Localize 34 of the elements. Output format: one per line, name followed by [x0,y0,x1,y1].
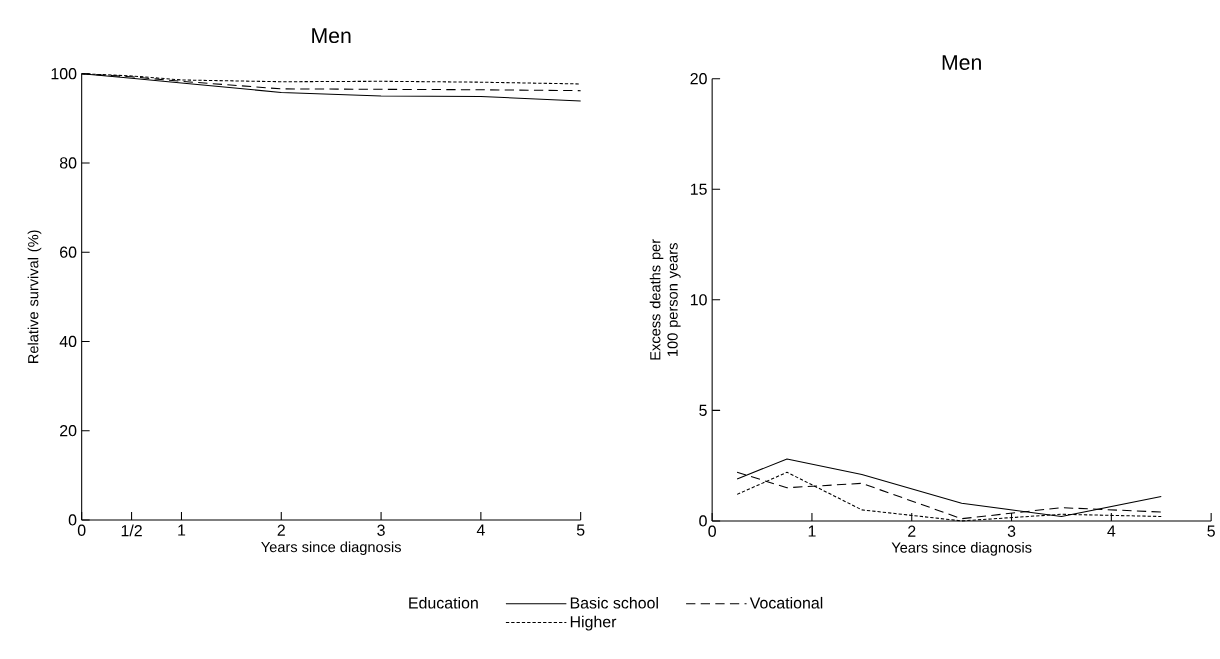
y-tick-label: 100 [51,67,77,80]
legend-title: Education [409,596,478,609]
x-tick-label: 3 [1007,525,1016,537]
legend-label: Higher [570,615,617,631]
x-tick-label: 2 [277,524,285,536]
y-tick-label: 5 [699,404,707,416]
x-tick-label: 0 [708,525,716,537]
y-tick-label: 10 [690,293,707,306]
x-tick-label: 5 [576,524,585,536]
chart-title: Men [942,55,981,70]
x-tick-label: 2 [908,525,916,537]
chart-title: Men [312,28,351,43]
y-axis-title: Excess deaths per 100 person years [649,238,681,360]
y-tick-label: 0 [699,515,707,527]
x-tick-label: 5 [1207,525,1215,537]
y-axis-title: Relative survival (%) [27,230,42,363]
x-tick-label: 0 [77,524,86,536]
x-tick-label: 1/2 [121,524,142,537]
x-tick-label: 1 [808,525,816,537]
x-tick-label: 4 [1107,525,1116,537]
y-tick-label: 20 [690,72,707,85]
legend-label: Basic school [570,596,658,609]
y-tick-label: 0 [68,514,77,526]
legend-label: Vocational [749,596,823,609]
y-tick-label: 20 [60,424,77,437]
x-tick-label: 3 [377,524,385,536]
x-tick-label: 1 [178,524,186,536]
y-tick-label: 60 [60,246,77,258]
x-axis-title: Years since diagnosis [891,541,1032,556]
x-tick-label: 4 [476,524,485,536]
y-tick-label: 80 [59,157,77,169]
y-tick-label: 40 [59,335,77,347]
y-tick-label: 15 [690,183,707,195]
x-axis-title: Years since diagnosis [261,541,401,555]
